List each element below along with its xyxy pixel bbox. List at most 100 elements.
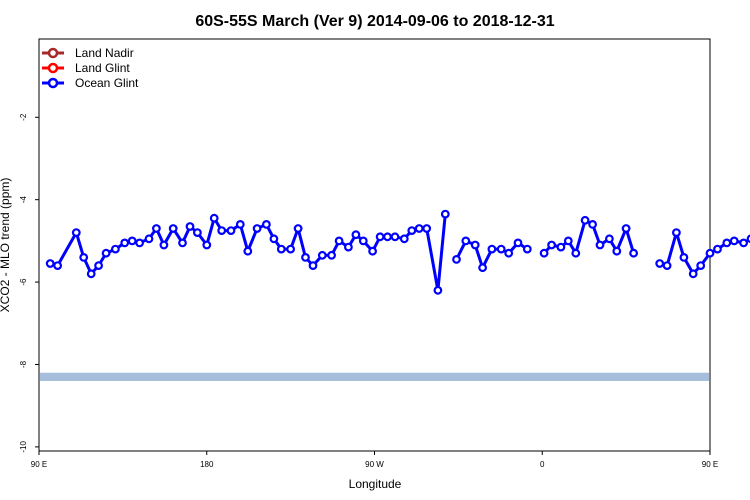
- data-point: [547, 240, 556, 250]
- legend-label: Land Glint: [75, 61, 130, 75]
- data-point: [487, 244, 497, 254]
- y-tick-label: -8: [19, 360, 28, 368]
- data-point: [440, 209, 450, 219]
- chart-title: 60S-55S March (Ver 9) 2014-09-06 to 2018…: [195, 13, 554, 30]
- data-point: [399, 234, 409, 244]
- data-point: [383, 232, 392, 242]
- legend-marker: [47, 77, 59, 89]
- data-point: [101, 248, 111, 258]
- data-point: [94, 261, 103, 271]
- legend-label: Ocean Glint: [75, 76, 139, 90]
- data-point: [226, 226, 236, 236]
- data-point: [571, 248, 581, 258]
- data-point: [71, 228, 81, 238]
- data-point: [192, 228, 202, 238]
- data-point: [705, 248, 715, 258]
- x-tick-label: 0: [540, 460, 545, 469]
- data-point: [422, 224, 432, 233]
- data-point: [127, 236, 137, 246]
- data-point: [722, 238, 732, 248]
- data-point: [470, 240, 480, 250]
- data-point: [358, 236, 368, 246]
- data-point: [344, 242, 353, 252]
- data-point: [269, 234, 279, 244]
- data-point: [580, 215, 590, 225]
- data-point: [293, 224, 303, 233]
- data-point: [301, 252, 310, 262]
- data-point: [178, 238, 187, 248]
- x-axis: 90 E 180 90 W 0 90 E: [31, 451, 718, 469]
- data-point: [110, 244, 120, 254]
- data-point: [243, 246, 253, 256]
- y-axis: -2 -4 -6 -8 -10: [19, 113, 39, 453]
- data-point: [334, 236, 344, 246]
- data-point: [556, 242, 566, 252]
- y-tick-label: -10: [19, 441, 28, 453]
- data-point: [217, 226, 227, 236]
- legend-marker: [47, 47, 59, 59]
- data-point: [368, 246, 378, 256]
- data-point: [79, 252, 89, 262]
- data-point: [235, 219, 245, 229]
- data-point: [452, 255, 461, 264]
- data-point: [135, 238, 145, 248]
- data-point: [202, 240, 212, 250]
- x-tick-label: 180: [200, 460, 214, 469]
- data-point: [351, 230, 361, 240]
- band-layer: [40, 372, 709, 381]
- x-tick-label: 90 E: [31, 460, 47, 469]
- legend-marker: [47, 62, 59, 74]
- y-axis-label: XCO2 - MLO trend (ppm): [0, 178, 12, 313]
- data-point: [286, 244, 296, 254]
- data-point: [696, 261, 706, 271]
- x-tick-label: 90 E: [702, 460, 718, 469]
- data-point: [252, 224, 262, 233]
- data-point: [461, 236, 471, 246]
- data-point: [655, 259, 665, 268]
- data-point: [588, 219, 597, 229]
- data-point: [185, 222, 195, 231]
- legend-label: Land Nadir: [75, 46, 134, 60]
- data-point: [478, 263, 488, 273]
- y-tick-label: -6: [19, 278, 28, 286]
- data-point: [539, 248, 549, 258]
- data-point: [563, 236, 573, 246]
- data-point: [45, 259, 55, 268]
- data-point: [629, 248, 638, 258]
- data-point: [262, 219, 271, 229]
- reference-band: [40, 372, 709, 381]
- data-point: [168, 224, 178, 233]
- y-tick-label: -2: [19, 113, 28, 121]
- data-point: [209, 213, 219, 223]
- data-point: [159, 240, 169, 250]
- data-point: [662, 261, 672, 271]
- data-point: [317, 250, 327, 260]
- data-point: [496, 244, 506, 254]
- data-point: [679, 252, 689, 262]
- series-layer: [45, 209, 750, 295]
- data-point: [327, 250, 337, 260]
- data-point: [308, 261, 318, 271]
- data-point: [407, 226, 417, 236]
- data-point: [144, 234, 154, 244]
- x-axis-label: Longitude: [349, 477, 402, 491]
- data-point: [414, 224, 424, 233]
- data-point: [504, 248, 514, 258]
- data-point: [595, 240, 605, 250]
- x-tick-label: 90 W: [365, 460, 384, 469]
- data-point: [688, 269, 698, 279]
- data-point: [375, 232, 385, 242]
- data-point: [739, 238, 748, 248]
- data-point: [513, 238, 523, 248]
- data-point: [621, 224, 631, 233]
- data-point: [713, 244, 722, 254]
- data-point: [522, 244, 532, 254]
- data-point: [729, 236, 739, 246]
- data-point: [86, 269, 96, 279]
- y-tick-label: -4: [19, 196, 28, 204]
- data-point: [612, 246, 622, 256]
- data-point: [276, 244, 286, 254]
- data-point: [605, 234, 614, 244]
